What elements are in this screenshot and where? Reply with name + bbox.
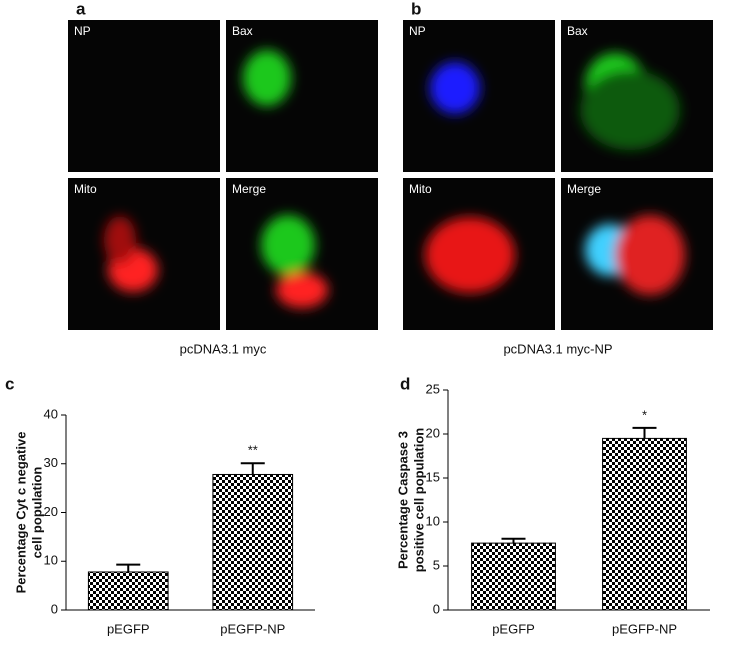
micrograph xyxy=(403,178,555,330)
y-axis-label: cell population xyxy=(29,467,44,559)
micrograph xyxy=(68,20,220,172)
image-label: Merge xyxy=(567,182,601,196)
bar xyxy=(87,571,169,611)
cell xyxy=(615,215,685,295)
image-label: Mito xyxy=(74,182,97,196)
x-tick-label: pEGFP xyxy=(107,621,150,636)
image-label: Bax xyxy=(567,24,588,38)
micrograph-bg xyxy=(68,20,220,172)
panel-caption: pcDNA3.1 myc xyxy=(180,341,267,356)
significance: * xyxy=(642,407,647,422)
bar xyxy=(602,437,687,611)
image-label: Bax xyxy=(232,24,253,38)
image-label: Merge xyxy=(232,182,266,196)
cells xyxy=(580,53,680,150)
x-tick-label: pEGFP xyxy=(492,621,535,636)
cells xyxy=(430,62,480,114)
cells xyxy=(261,215,328,308)
y-tick-label: 20 xyxy=(44,504,58,519)
micrograph xyxy=(561,20,713,172)
image-label: Mito xyxy=(409,182,432,196)
y-tick-label: 40 xyxy=(44,406,58,421)
cells xyxy=(104,216,158,292)
micrograph-bg xyxy=(403,20,555,172)
cell xyxy=(261,215,315,275)
y-tick-label: 0 xyxy=(433,601,440,616)
micrograph xyxy=(226,20,378,172)
x-tick-label: pEGFP-NP xyxy=(220,621,285,636)
cell xyxy=(425,217,515,293)
y-axis-label: positive cell population xyxy=(411,428,426,573)
micrograph xyxy=(561,178,713,330)
cell xyxy=(104,216,136,264)
micrograph xyxy=(403,20,555,172)
y-tick-label: 5 xyxy=(433,557,440,572)
cells xyxy=(243,50,291,106)
micrograph xyxy=(68,178,220,330)
y-tick-label: 25 xyxy=(426,381,440,396)
micrograph xyxy=(226,178,378,330)
x-tick-label: pEGFP-NP xyxy=(612,621,677,636)
y-tick-label: 30 xyxy=(44,455,58,470)
y-tick-label: 20 xyxy=(426,425,440,440)
y-axis-label: Percentage Caspase 3 xyxy=(395,431,410,569)
image-label: NP xyxy=(409,24,426,38)
y-tick-label: 10 xyxy=(426,513,440,528)
cells xyxy=(585,215,685,295)
panel-label: d xyxy=(400,374,410,393)
panel-label: a xyxy=(76,0,86,18)
image-label: NP xyxy=(74,24,91,38)
y-tick-label: 0 xyxy=(51,601,58,616)
cell xyxy=(276,272,328,308)
y-tick-label: 10 xyxy=(44,553,58,568)
panel-label: b xyxy=(411,0,421,18)
y-tick-label: 15 xyxy=(426,469,440,484)
panel-caption: pcDNA3.1 myc-NP xyxy=(503,341,612,356)
bar xyxy=(471,542,556,611)
panel-label: c xyxy=(5,374,14,393)
cells xyxy=(425,217,515,293)
cell xyxy=(430,62,480,114)
cell xyxy=(243,50,291,106)
cell xyxy=(580,70,680,150)
y-axis-label: Percentage Cyt c negative xyxy=(13,432,28,594)
significance: ** xyxy=(248,443,258,458)
bar xyxy=(212,473,294,611)
